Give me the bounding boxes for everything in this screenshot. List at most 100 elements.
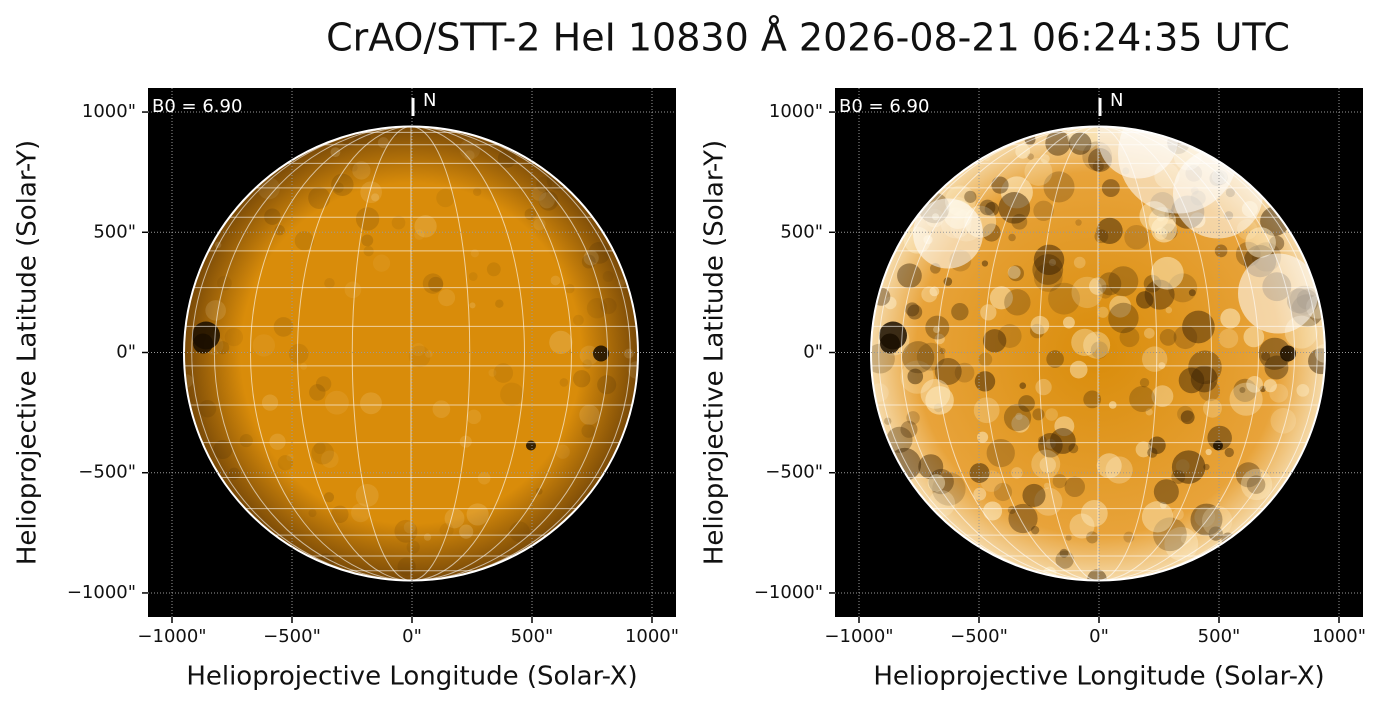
mottle [536, 176, 553, 193]
mottle [973, 397, 1000, 424]
mottle [1308, 348, 1325, 375]
mottle [1039, 456, 1056, 474]
mottle [1004, 289, 1031, 316]
mottle [1119, 327, 1140, 348]
mottle [1180, 410, 1195, 425]
mottle [1003, 403, 1032, 432]
mottle [933, 403, 943, 413]
mottle [509, 521, 530, 543]
mottle [436, 188, 455, 208]
bright-region [1238, 253, 1318, 334]
figure-title: CrAO/STT-2 HeI 10830 Å 2026-08-21 06:24:… [326, 16, 1290, 60]
mottle [1296, 383, 1310, 397]
mottle [224, 327, 244, 347]
mottle [308, 509, 317, 518]
mottle [286, 453, 294, 462]
mottle [1150, 256, 1184, 290]
mottle [1188, 289, 1196, 297]
mottle [349, 163, 358, 172]
mottle [907, 368, 924, 385]
y-tick-label: 500" [93, 221, 136, 242]
y-tick-label: 1000" [769, 101, 823, 122]
mottle [205, 300, 226, 321]
mottle [1190, 365, 1218, 393]
mottle [1033, 200, 1054, 221]
mottle [1239, 386, 1246, 394]
mottle [1202, 398, 1222, 418]
mottle [321, 450, 339, 468]
mottle [468, 272, 478, 281]
mottle [1069, 360, 1088, 379]
mottle [1015, 412, 1023, 421]
mottle [1190, 503, 1223, 536]
mottle [1046, 350, 1064, 368]
mottle [582, 359, 592, 369]
mottle [623, 348, 634, 359]
mottle [559, 378, 569, 387]
mottle [1129, 386, 1156, 412]
mottle [1011, 467, 1023, 479]
longitude-line [351, 126, 412, 581]
mottle [1064, 476, 1085, 498]
x-axis-label: Helioprojective Longitude (Solar-X) [186, 662, 637, 692]
mottle [1151, 385, 1174, 408]
mottle [371, 193, 380, 202]
x-tick-label: 500" [511, 626, 554, 647]
mottle [432, 400, 451, 419]
mottle [1135, 441, 1152, 458]
mottle [1165, 306, 1173, 314]
mottle [1178, 367, 1205, 394]
mottle [1194, 506, 1216, 528]
dark-region [193, 333, 213, 354]
mottle [269, 433, 286, 450]
mottle [1068, 132, 1092, 155]
mottle [344, 281, 362, 299]
mottle [1007, 265, 1021, 279]
north-label: N [1110, 90, 1123, 111]
mottle [361, 234, 374, 247]
mottle [1264, 355, 1289, 380]
y-tick-label: 0" [116, 342, 136, 363]
mottle [1045, 438, 1056, 449]
longitude-line [1097, 126, 1318, 581]
mottle [391, 215, 406, 230]
x-tick-label: −1000" [824, 626, 893, 647]
longitude-line [297, 126, 412, 581]
mottle [1153, 479, 1179, 505]
longitude-line [410, 126, 471, 581]
longitude-line [1097, 126, 1296, 581]
mottle [897, 263, 922, 289]
mottle [1097, 306, 1109, 318]
mottle [538, 192, 555, 209]
longitude-line [410, 126, 609, 581]
mottle [466, 503, 489, 526]
mottle [1011, 414, 1030, 433]
mottle [1071, 276, 1103, 309]
mottle [1033, 263, 1063, 292]
mottle [439, 523, 454, 538]
mottle [264, 208, 281, 225]
mottle [1144, 279, 1175, 310]
mottle [993, 482, 1013, 502]
mottle [1259, 385, 1266, 393]
y-tick-label: −500" [78, 462, 136, 483]
mottle [549, 330, 573, 355]
mottle [1258, 337, 1291, 370]
mottle [300, 363, 308, 370]
mottle [932, 472, 966, 506]
mottle [372, 254, 391, 272]
mottle [273, 317, 294, 337]
mottle [1059, 548, 1069, 558]
mottle [964, 190, 977, 203]
mottle [1083, 331, 1111, 359]
mottle [928, 468, 954, 495]
longitude-line [937, 126, 1099, 581]
mottle [1043, 482, 1051, 489]
mottle [469, 302, 476, 309]
y-tick-label: −1000" [67, 582, 136, 603]
mottle [397, 557, 416, 576]
mottle [1188, 350, 1222, 385]
mottle [464, 150, 475, 161]
mottle [986, 438, 1015, 468]
mottle [277, 455, 294, 471]
